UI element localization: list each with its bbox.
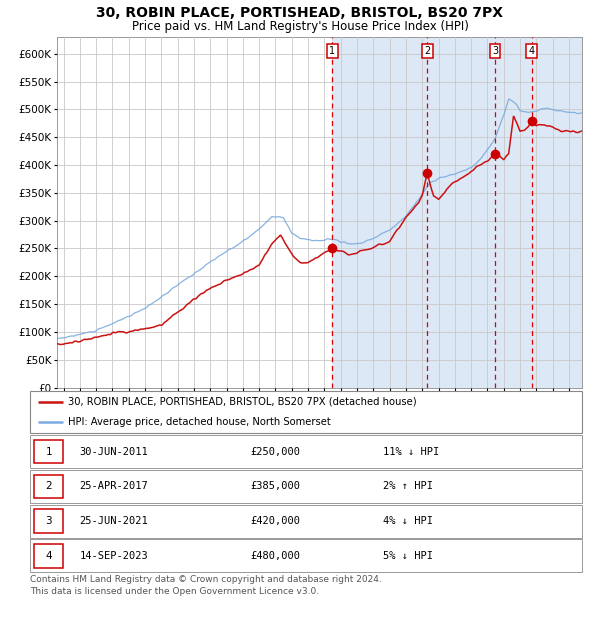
Text: 2% ↑ HPI: 2% ↑ HPI xyxy=(383,481,433,492)
Text: Contains HM Land Registry data © Crown copyright and database right 2024.
This d: Contains HM Land Registry data © Crown c… xyxy=(30,575,382,596)
Text: £480,000: £480,000 xyxy=(251,551,301,561)
Text: £385,000: £385,000 xyxy=(251,481,301,492)
Text: 2: 2 xyxy=(46,481,52,492)
FancyBboxPatch shape xyxy=(30,539,582,572)
Text: 11% ↓ HPI: 11% ↓ HPI xyxy=(383,446,440,457)
Text: HPI: Average price, detached house, North Somerset: HPI: Average price, detached house, Nort… xyxy=(68,417,330,427)
Text: 14-SEP-2023: 14-SEP-2023 xyxy=(80,551,148,561)
Bar xyxy=(532,37,582,387)
Text: 1: 1 xyxy=(329,46,335,56)
FancyBboxPatch shape xyxy=(30,391,582,433)
Bar xyxy=(332,37,582,387)
FancyBboxPatch shape xyxy=(34,474,63,498)
Text: 1: 1 xyxy=(46,446,52,457)
FancyBboxPatch shape xyxy=(30,470,582,503)
Text: 4% ↓ HPI: 4% ↓ HPI xyxy=(383,516,433,526)
Text: 25-APR-2017: 25-APR-2017 xyxy=(80,481,148,492)
Text: 4: 4 xyxy=(46,551,52,561)
Text: 30-JUN-2011: 30-JUN-2011 xyxy=(80,446,148,457)
Text: 3: 3 xyxy=(492,46,499,56)
Text: £420,000: £420,000 xyxy=(251,516,301,526)
FancyBboxPatch shape xyxy=(30,435,582,468)
Text: 4: 4 xyxy=(529,46,535,56)
Text: 25-JUN-2021: 25-JUN-2021 xyxy=(80,516,148,526)
Text: 30, ROBIN PLACE, PORTISHEAD, BRISTOL, BS20 7PX: 30, ROBIN PLACE, PORTISHEAD, BRISTOL, BS… xyxy=(97,6,503,20)
FancyBboxPatch shape xyxy=(34,440,63,464)
FancyBboxPatch shape xyxy=(34,509,63,533)
Text: 2: 2 xyxy=(424,46,430,56)
Text: 3: 3 xyxy=(46,516,52,526)
FancyBboxPatch shape xyxy=(30,505,582,538)
Text: 30, ROBIN PLACE, PORTISHEAD, BRISTOL, BS20 7PX (detached house): 30, ROBIN PLACE, PORTISHEAD, BRISTOL, BS… xyxy=(68,397,416,407)
Text: 5% ↓ HPI: 5% ↓ HPI xyxy=(383,551,433,561)
Text: £250,000: £250,000 xyxy=(251,446,301,457)
FancyBboxPatch shape xyxy=(34,544,63,568)
Text: Price paid vs. HM Land Registry's House Price Index (HPI): Price paid vs. HM Land Registry's House … xyxy=(131,20,469,33)
